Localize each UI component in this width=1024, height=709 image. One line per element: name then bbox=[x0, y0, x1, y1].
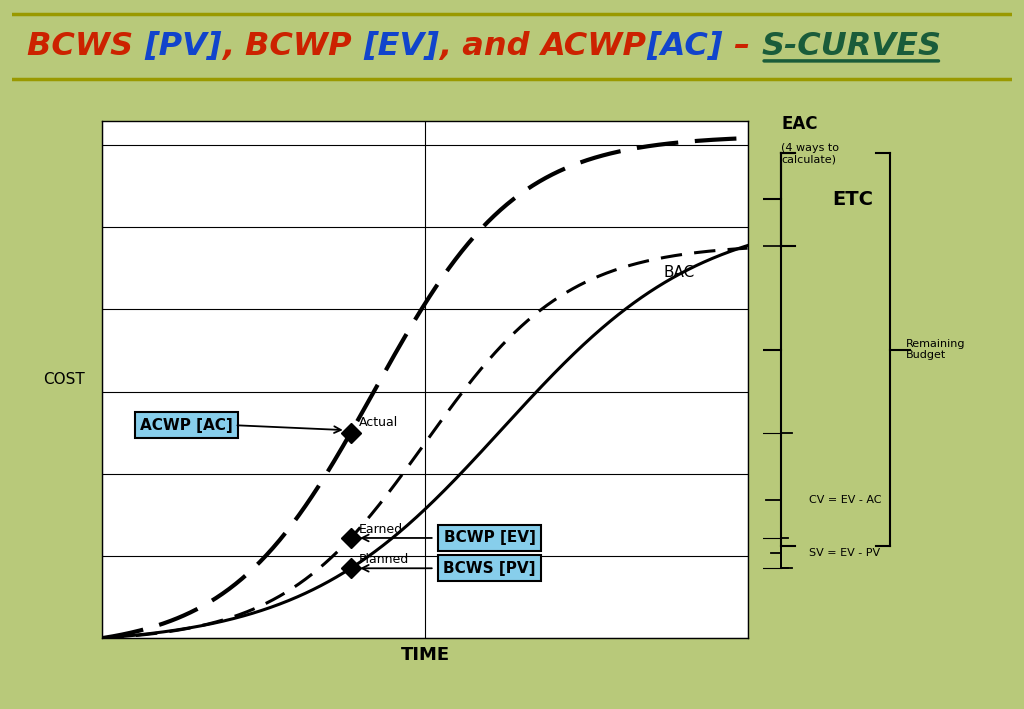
Text: Remaining
Budget: Remaining Budget bbox=[906, 339, 966, 360]
Text: EAC: EAC bbox=[781, 115, 818, 133]
Text: –: – bbox=[723, 31, 761, 62]
Text: [EV]: [EV] bbox=[364, 31, 439, 62]
Text: BCWP [EV]: BCWP [EV] bbox=[443, 530, 536, 545]
Text: BCWS: BCWS bbox=[28, 31, 144, 62]
Text: , and: , and bbox=[439, 31, 541, 62]
Text: Earned: Earned bbox=[358, 523, 402, 535]
Text: CV = EV - AC: CV = EV - AC bbox=[809, 496, 882, 506]
Text: BCWS [PV]: BCWS [PV] bbox=[443, 561, 536, 576]
Y-axis label: COST: COST bbox=[43, 372, 85, 387]
X-axis label: TIME: TIME bbox=[400, 647, 450, 664]
Text: (4 ways to
calculate): (4 ways to calculate) bbox=[781, 143, 840, 165]
Text: [AC]: [AC] bbox=[646, 31, 723, 62]
Text: [PV]: [PV] bbox=[144, 31, 222, 62]
Text: Planned: Planned bbox=[358, 553, 409, 566]
Text: Actual: Actual bbox=[358, 415, 397, 429]
Text: BAC: BAC bbox=[664, 265, 695, 280]
Text: BCWP: BCWP bbox=[246, 31, 364, 62]
Text: ACWP: ACWP bbox=[541, 31, 646, 62]
Text: ACWP [AC]: ACWP [AC] bbox=[140, 418, 232, 432]
Text: ETC: ETC bbox=[831, 190, 873, 209]
Text: ,: , bbox=[222, 31, 246, 62]
Text: SV = EV - PV: SV = EV - PV bbox=[809, 548, 880, 558]
Text: S-CURVES: S-CURVES bbox=[761, 31, 941, 62]
